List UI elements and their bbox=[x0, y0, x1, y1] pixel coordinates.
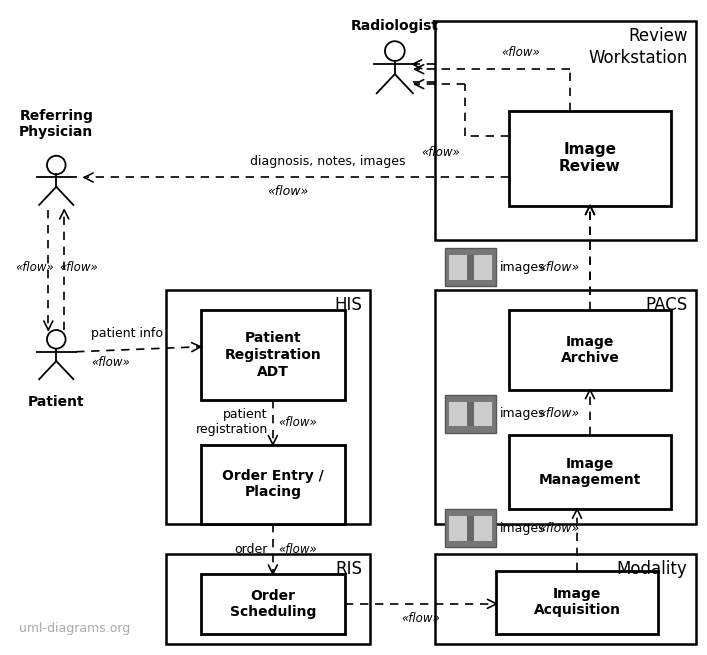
Text: «flow»: «flow» bbox=[402, 612, 440, 625]
Bar bbox=[445, 395, 496, 432]
Text: «flow»: «flow» bbox=[538, 521, 580, 534]
Text: Image
Management: Image Management bbox=[539, 457, 641, 487]
Text: Image
Archive: Image Archive bbox=[561, 335, 619, 365]
Bar bbox=[474, 402, 492, 426]
Text: RIS: RIS bbox=[335, 560, 362, 578]
Text: Review
Workstation: Review Workstation bbox=[588, 28, 688, 67]
Text: «flow»: «flow» bbox=[15, 261, 54, 274]
Bar bbox=[166, 554, 370, 644]
Bar bbox=[201, 310, 345, 400]
Bar bbox=[435, 22, 696, 240]
Text: images: images bbox=[501, 261, 546, 274]
Text: Image
Acquisition: Image Acquisition bbox=[534, 588, 621, 618]
Bar bbox=[509, 434, 671, 509]
Text: «flow»: «flow» bbox=[267, 185, 308, 198]
Bar bbox=[449, 402, 467, 426]
Text: «flow»: «flow» bbox=[421, 146, 460, 159]
Text: «flow»: «flow» bbox=[278, 542, 317, 555]
Bar bbox=[474, 255, 492, 280]
Text: images: images bbox=[501, 521, 546, 534]
Text: «flow»: «flow» bbox=[278, 415, 317, 428]
Text: «flow»: «flow» bbox=[501, 47, 540, 59]
Text: PACS: PACS bbox=[645, 296, 688, 314]
Text: uml-diagrams.org: uml-diagrams.org bbox=[19, 622, 131, 635]
Text: HIS: HIS bbox=[334, 296, 362, 314]
Text: Order
Scheduling: Order Scheduling bbox=[230, 589, 316, 619]
Bar bbox=[435, 554, 696, 644]
Text: Order Entry /
Placing: Order Entry / Placing bbox=[222, 469, 324, 499]
Text: patient
registration: patient registration bbox=[196, 408, 268, 436]
Bar bbox=[474, 516, 492, 540]
Bar bbox=[467, 402, 474, 426]
Bar bbox=[496, 571, 658, 633]
Text: images: images bbox=[501, 407, 546, 420]
Bar bbox=[445, 509, 496, 547]
Text: Referring
Physician: Referring Physician bbox=[19, 109, 93, 139]
Bar bbox=[449, 255, 467, 280]
Bar bbox=[467, 255, 474, 280]
Text: diagnosis, notes, images: diagnosis, notes, images bbox=[250, 155, 405, 168]
Bar bbox=[449, 516, 467, 540]
Text: Image
Review: Image Review bbox=[559, 142, 621, 174]
Bar bbox=[201, 445, 345, 524]
Bar bbox=[435, 290, 696, 524]
Text: «flow»: «flow» bbox=[538, 407, 580, 420]
Text: «flow»: «flow» bbox=[91, 356, 130, 369]
Text: patient info: patient info bbox=[91, 327, 163, 340]
Text: «flow»: «flow» bbox=[538, 261, 580, 274]
Bar bbox=[445, 248, 496, 286]
Text: Modality: Modality bbox=[617, 560, 688, 578]
Bar bbox=[166, 290, 370, 524]
Text: order: order bbox=[235, 542, 268, 555]
Bar bbox=[467, 516, 474, 540]
Bar bbox=[509, 310, 671, 390]
Bar bbox=[509, 111, 671, 206]
Text: Patient: Patient bbox=[28, 395, 85, 409]
Text: Patient
Registration
ADT: Patient Registration ADT bbox=[224, 331, 321, 379]
Bar bbox=[201, 574, 345, 633]
Text: Radiologist: Radiologist bbox=[351, 19, 439, 33]
Text: «flow»: «flow» bbox=[59, 261, 98, 274]
